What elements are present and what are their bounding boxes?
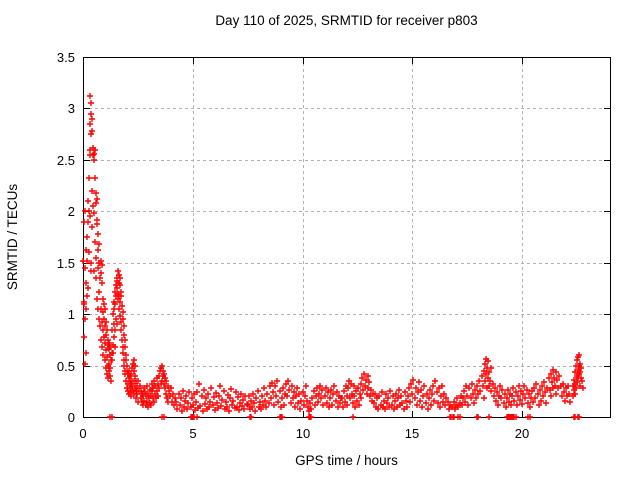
y-tick-label: 0 [67, 410, 75, 425]
x-tick-label: 20 [514, 426, 530, 441]
y-tick-label: 0.5 [56, 359, 75, 374]
plot-border [83, 57, 611, 418]
y-tick-label: 1.5 [56, 256, 75, 271]
y-tick-label: 3 [67, 101, 75, 116]
x-tick-label: 5 [189, 426, 197, 441]
x-axis-label: GPS time / hours [295, 453, 398, 468]
y-tick-label: 2 [67, 204, 75, 219]
y-tick-label: 3.5 [56, 50, 75, 65]
y-tick-label: 1 [67, 307, 75, 322]
chart-title: Day 110 of 2025, SRMTID for receiver p80… [215, 13, 478, 28]
y-tick-label: 2.5 [56, 153, 75, 168]
x-tick-label: 10 [295, 426, 311, 441]
x-tick-label: 15 [404, 426, 420, 441]
scatter-points [80, 93, 586, 420]
x-tick-label: 0 [79, 426, 87, 441]
